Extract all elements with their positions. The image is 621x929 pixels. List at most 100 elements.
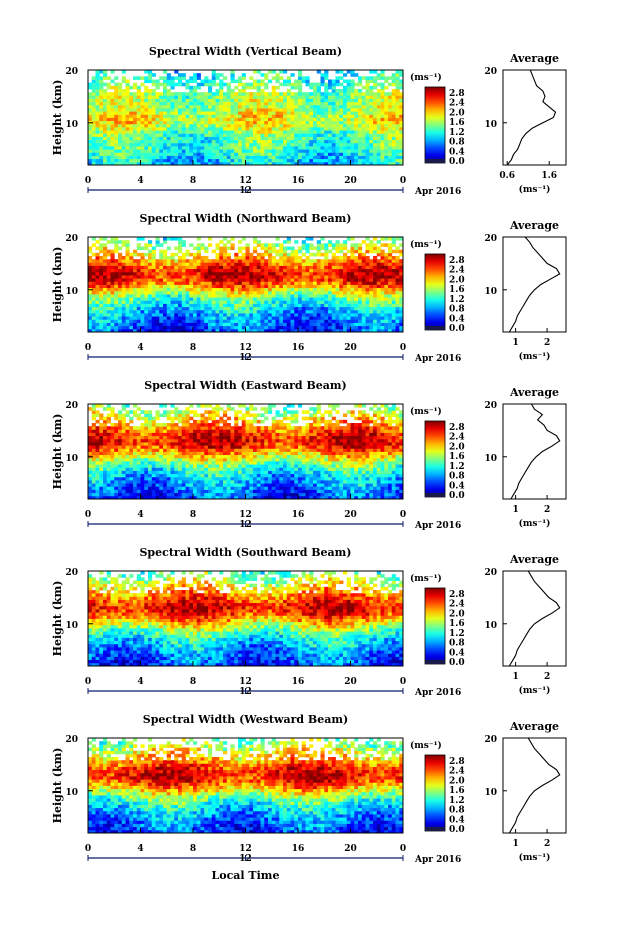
heatmap-cell	[95, 152, 100, 156]
heatmap-cell	[230, 104, 235, 109]
heatmap-cell	[238, 246, 243, 251]
heatmap-cell	[200, 281, 205, 285]
heatmap-cell	[294, 284, 299, 289]
heatmap-cell	[144, 259, 149, 263]
heatmap-cell	[114, 114, 119, 118]
heatmap-cell	[136, 85, 141, 90]
heatmap-cell	[279, 492, 284, 497]
heatmap-cell	[178, 111, 183, 115]
heatmap-cell	[166, 133, 171, 137]
heatmap-cell	[219, 281, 224, 285]
heatmap-cell	[196, 146, 201, 150]
heatmap-cell	[328, 306, 333, 311]
heatmap-cell	[208, 161, 213, 166]
heatmap-cell	[245, 130, 250, 134]
heatmap-cell	[316, 284, 321, 289]
heatmap-cell	[286, 158, 291, 163]
heatmap-cell	[264, 123, 269, 128]
heatmap-cell	[309, 246, 314, 251]
heatmap-cell	[354, 139, 359, 144]
heatmap-cell	[343, 281, 348, 285]
heatmap-cell	[125, 130, 130, 134]
heatmap-cell	[361, 136, 366, 141]
heatmap-cell	[245, 259, 250, 263]
heatmap-cell	[309, 120, 314, 125]
heatmap-cell	[395, 142, 400, 147]
heatmap-cell	[358, 249, 363, 254]
heatmap-cell	[178, 294, 183, 298]
heatmap-cell	[181, 152, 186, 156]
heatmap-cell	[253, 114, 258, 118]
heatmap-cell	[223, 92, 228, 96]
heatmap-cell	[286, 486, 291, 490]
heatmap-cell	[249, 322, 254, 327]
heatmap-cell	[380, 265, 385, 270]
heatmap-cell	[380, 486, 385, 490]
heatmap-cells	[88, 237, 404, 333]
heatmap-cell	[211, 139, 216, 144]
heatmap-cell	[196, 268, 201, 273]
heatmap-cell	[91, 489, 96, 494]
heatmap-cell	[305, 123, 310, 128]
heatmap-cell	[151, 82, 156, 87]
heatmap-cell	[279, 161, 284, 166]
heatmap-cell	[144, 246, 149, 251]
heatmap-cell	[140, 133, 145, 137]
heatmap-cell	[91, 98, 96, 103]
heatmap-cell	[170, 262, 175, 266]
heatmap-cell	[193, 284, 198, 289]
heatmap-cell	[215, 149, 220, 153]
heatmap-cell	[301, 284, 306, 289]
heatmap-cell	[373, 158, 378, 163]
heatmap-cell	[106, 265, 111, 270]
heatmap-cell	[290, 265, 295, 270]
heatmap-cell	[245, 306, 250, 311]
heatmap-cell	[155, 155, 160, 160]
heatmap-cell	[249, 306, 254, 311]
heatmap-cell	[219, 259, 224, 263]
heatmap-cell	[215, 92, 220, 96]
heatmap-cell	[380, 268, 385, 273]
heatmap-cell	[163, 489, 168, 494]
heatmap-cell	[395, 85, 400, 90]
heatmap-cell	[133, 101, 138, 106]
heatmap-cell	[103, 146, 108, 150]
heatmap-cell	[129, 325, 134, 330]
heatmap-cell	[106, 114, 111, 118]
heatmap-cell	[159, 158, 164, 163]
heatmap-cell	[313, 303, 318, 308]
heatmap-cell	[151, 249, 156, 254]
heatmap-cell	[365, 325, 370, 330]
heatmap-cell	[148, 76, 153, 80]
heatmap-cell	[305, 243, 310, 247]
heatmap-cell	[121, 101, 126, 106]
heatmap-cell	[399, 117, 404, 122]
heatmap-cell	[358, 325, 363, 330]
heatmap-cell	[286, 95, 291, 99]
heatmap-cell	[331, 492, 336, 497]
heatmap-cell	[170, 303, 175, 308]
heatmap-cell	[140, 265, 145, 270]
heatmap-cell	[391, 152, 396, 156]
heatmap-cell	[301, 111, 306, 115]
heatmap-cell	[204, 303, 209, 308]
heatmap-cell	[226, 246, 231, 251]
heatmap-cell	[279, 265, 284, 270]
heatmap-cell	[106, 158, 111, 163]
heatmap-cell	[376, 111, 381, 115]
heatmap-cell	[148, 328, 153, 333]
heatmap-cell	[170, 114, 175, 118]
heatmap-cell	[260, 271, 265, 276]
heatmap-cell	[256, 265, 261, 270]
heatmap-cell	[256, 328, 261, 333]
heatmap-cell	[151, 155, 156, 160]
heatmap-cell	[358, 120, 363, 125]
heatmap-cell	[320, 243, 325, 247]
heatmap-cell	[320, 130, 325, 134]
heatmap-cell	[298, 328, 303, 333]
heatmap-cell	[163, 114, 168, 118]
heatmap-cell	[305, 259, 310, 263]
heatmap-cell	[234, 111, 239, 115]
heatmap-cell	[208, 114, 213, 118]
heatmap-cell	[118, 262, 123, 266]
